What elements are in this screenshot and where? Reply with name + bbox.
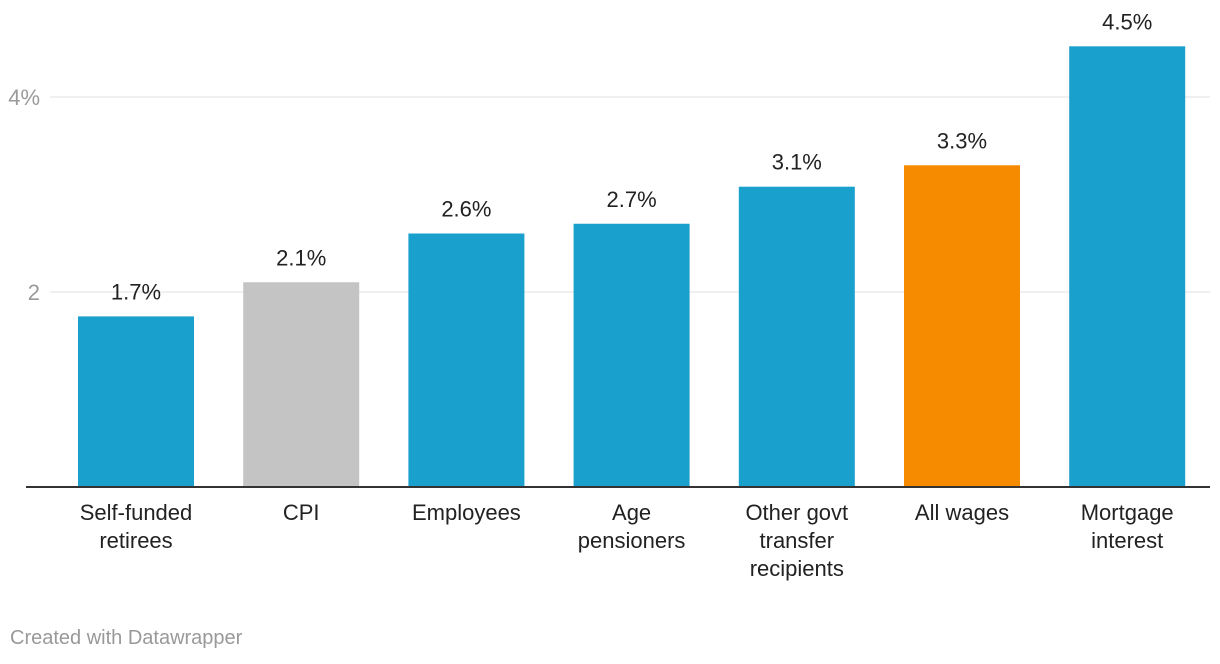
bar-0 — [78, 316, 194, 487]
category-label-4: Other govt transfer recipients — [745, 500, 848, 581]
bar-3 — [573, 223, 690, 487]
category-label-5: All wages — [915, 500, 1009, 525]
category-label-line: Self-funded — [80, 500, 193, 525]
category-label-line: retirees — [99, 528, 172, 553]
category-label-6: Mortgage interest — [1081, 500, 1174, 553]
y-tick-label-0: 2 — [28, 280, 40, 305]
category-label-3: Age pensioners — [578, 500, 686, 553]
category-label-line: CPI — [283, 500, 320, 525]
value-label-6: 4.5% — [1102, 9, 1152, 34]
category-label-line: Employees — [412, 500, 521, 525]
value-label-4: 3.1% — [772, 150, 822, 175]
category-label-line: Other govt — [745, 500, 848, 525]
credit-text: Created with Datawrapper — [10, 627, 243, 649]
category-label-1: CPI — [283, 500, 320, 525]
category-label-line: transfer — [760, 528, 835, 553]
category-label-0: Self-funded retirees — [80, 500, 193, 553]
category-label-line: Age — [612, 500, 651, 525]
value-label-5: 3.3% — [937, 128, 987, 153]
bar-5 — [904, 165, 1020, 487]
value-label-2: 2.6% — [441, 197, 491, 222]
category-label-line: recipients — [750, 556, 844, 581]
category-label-line: interest — [1091, 528, 1163, 553]
bar-2 — [408, 233, 525, 487]
category-label-line: All wages — [915, 500, 1009, 525]
bar-1 — [243, 282, 360, 487]
category-label-line: pensioners — [578, 528, 686, 553]
value-label-3: 2.7% — [607, 187, 657, 212]
bar-4 — [738, 186, 855, 487]
category-label-line: Mortgage — [1081, 500, 1174, 525]
category-label-2: Employees — [412, 500, 521, 525]
y-tick-label-1: 4% — [8, 85, 40, 110]
value-label-0: 1.7% — [111, 279, 161, 304]
bar-6 — [1069, 46, 1186, 488]
value-label-1: 2.1% — [276, 245, 326, 270]
